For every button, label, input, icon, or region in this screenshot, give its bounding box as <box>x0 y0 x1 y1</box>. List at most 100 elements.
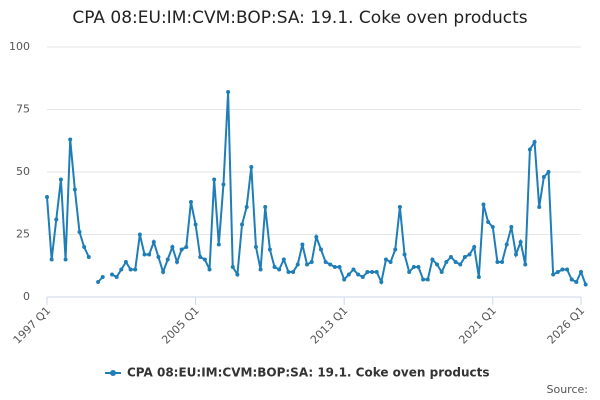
point <box>537 205 542 209</box>
point <box>583 282 588 287</box>
point <box>235 272 240 277</box>
legend-label: CPA 08:EU:IM:CVM:BOP:SA: 19.1. Coke oven… <box>127 366 489 380</box>
point <box>151 240 156 244</box>
point <box>198 255 203 259</box>
point <box>277 267 282 272</box>
point <box>137 232 142 237</box>
point <box>509 225 514 229</box>
point <box>397 205 402 209</box>
point <box>481 202 486 207</box>
point <box>54 217 59 222</box>
point <box>574 280 579 284</box>
point <box>490 225 495 229</box>
point <box>318 247 323 252</box>
point <box>370 270 375 274</box>
x-tick-label: 2021 Q1 <box>456 304 499 347</box>
point <box>579 270 583 274</box>
point <box>295 262 300 267</box>
legend-marker <box>110 370 116 376</box>
point <box>346 272 351 277</box>
point <box>249 165 254 169</box>
point <box>467 252 472 257</box>
point <box>546 170 551 174</box>
point <box>165 257 170 262</box>
point <box>435 262 440 267</box>
point <box>374 270 379 274</box>
chart-title: CPA 08:EU:IM:CVM:BOP:SA: 19.1. Coke oven… <box>72 8 527 28</box>
point <box>314 235 319 239</box>
point <box>175 260 180 264</box>
x-tick-label: 2026 Q1 <box>545 304 588 347</box>
point <box>58 177 63 182</box>
point <box>263 205 268 209</box>
point <box>147 252 152 257</box>
point <box>133 267 138 272</box>
point <box>221 182 226 187</box>
point <box>551 272 556 277</box>
point <box>128 267 133 272</box>
point <box>110 272 115 277</box>
point <box>179 247 184 252</box>
point <box>96 280 101 284</box>
point <box>291 270 296 274</box>
point <box>119 267 124 272</box>
series-line <box>46 91 587 286</box>
point <box>425 277 430 282</box>
point <box>407 270 412 274</box>
point <box>383 257 388 262</box>
point <box>472 245 477 249</box>
point <box>523 262 528 267</box>
point <box>72 187 77 192</box>
y-tick-label: 75 <box>16 103 30 116</box>
point <box>379 280 384 284</box>
point <box>193 222 198 227</box>
point <box>63 257 68 262</box>
point <box>281 257 286 262</box>
point <box>342 277 347 282</box>
point <box>226 90 231 94</box>
point <box>114 275 119 279</box>
point <box>365 270 370 274</box>
point <box>448 255 453 259</box>
point <box>430 257 435 262</box>
point <box>569 277 574 282</box>
point <box>565 267 570 272</box>
point <box>45 195 49 199</box>
x-tick-label: 1997 Q1 <box>11 304 54 347</box>
point <box>82 245 87 249</box>
point <box>188 200 193 204</box>
point <box>504 242 509 247</box>
point <box>486 220 491 224</box>
point <box>439 270 444 274</box>
point <box>142 252 147 257</box>
point <box>184 245 189 249</box>
point <box>337 265 342 269</box>
point <box>305 262 310 267</box>
point <box>360 275 365 279</box>
point <box>202 257 207 262</box>
point <box>351 267 356 272</box>
point <box>244 205 249 209</box>
point <box>453 260 458 264</box>
point <box>272 265 277 269</box>
point <box>444 260 449 264</box>
point <box>86 255 91 259</box>
point <box>560 267 565 272</box>
point <box>388 260 393 264</box>
y-tick-label: 25 <box>16 228 30 241</box>
point <box>393 247 398 252</box>
point <box>123 260 128 264</box>
point <box>300 242 305 247</box>
point <box>216 242 221 247</box>
point <box>402 252 407 257</box>
point <box>411 265 416 269</box>
point <box>332 265 337 269</box>
x-tick-label: 2013 Q1 <box>308 304 351 347</box>
point <box>161 270 166 274</box>
point <box>495 260 500 264</box>
point <box>207 267 212 272</box>
point <box>267 247 272 252</box>
point <box>500 260 505 264</box>
point <box>253 245 258 249</box>
